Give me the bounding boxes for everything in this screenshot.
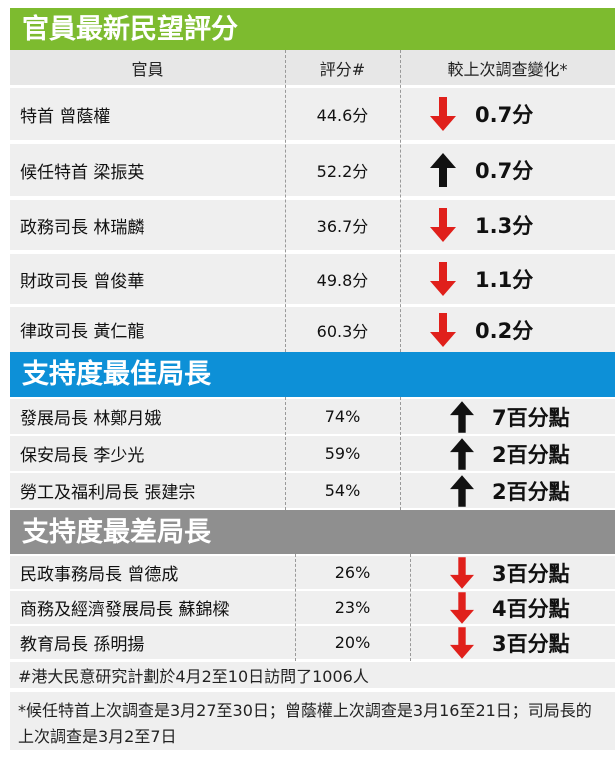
header-official: 官員 bbox=[131, 59, 164, 79]
column-divider bbox=[400, 50, 401, 352]
score-value: 20% bbox=[334, 633, 371, 652]
table-row: 候任特首 梁振英 52.2分 0.7分 bbox=[10, 144, 615, 196]
change-value: 2百分點 bbox=[492, 442, 570, 467]
score-value: 54% bbox=[324, 481, 361, 500]
section-title-text: 官員最新民望評分 bbox=[22, 13, 238, 45]
arrow-down-icon bbox=[450, 591, 474, 624]
header-score: 評分# bbox=[319, 59, 366, 79]
change-value: 7百分點 bbox=[492, 405, 570, 430]
change-value: 3百分點 bbox=[492, 631, 570, 656]
column-divider bbox=[285, 397, 286, 510]
table-row: 民政事務局長 曾德成 26% 3百分點 bbox=[10, 556, 615, 589]
section-title-text: 支持度最差局長 bbox=[22, 516, 211, 548]
score-value: 60.3分 bbox=[316, 321, 369, 341]
official-name: 財政司長 曾俊華 bbox=[20, 271, 145, 292]
official-name: 政務司長 林瑞麟 bbox=[20, 217, 145, 238]
arrow-up-icon bbox=[430, 153, 456, 187]
official-name: 民政事務局長 曾德成 bbox=[20, 565, 179, 585]
change-value: 1.3分 bbox=[475, 214, 534, 238]
table-row: 財政司長 曾俊華 49.8分 1.1分 bbox=[10, 254, 615, 304]
section-title-text: 支持度最佳局長 bbox=[22, 359, 211, 390]
score-value: 36.7分 bbox=[316, 217, 369, 236]
arrow-down-icon bbox=[450, 556, 474, 589]
change-value: 0.7分 bbox=[475, 103, 534, 127]
column-divider bbox=[410, 554, 411, 661]
official-name: 律政司長 黃仁龍 bbox=[20, 322, 145, 342]
table-row: 特首 曾蔭權 44.6分 0.7分 bbox=[10, 88, 615, 140]
official-name: 勞工及福利局長 張建宗 bbox=[20, 483, 196, 503]
column-divider bbox=[295, 554, 296, 661]
table-row: 發展局長 林鄭月娥 74% 7百分點 bbox=[10, 399, 615, 434]
table-row: 商務及經濟發展局長 蘇錦樑 23% 4百分點 bbox=[10, 591, 615, 624]
score-value: 23% bbox=[334, 598, 371, 617]
official-name: 商務及經濟發展局長 蘇錦樑 bbox=[20, 600, 230, 620]
table-row: 政務司長 林瑞麟 36.7分 1.3分 bbox=[10, 200, 615, 250]
table-row: 保安局長 李少光 59% 2百分點 bbox=[10, 436, 615, 471]
header-change: 較上次調查變化* bbox=[447, 59, 568, 79]
footnote-dates: *候任特首上次調查是3月27至30日；曾蔭權上次調查是3月16至21日；司局長的… bbox=[10, 692, 615, 750]
arrow-up-icon bbox=[450, 474, 474, 507]
official-name: 特首 曾蔭權 bbox=[20, 106, 111, 127]
section-title-worst: 支持度最差局長 bbox=[10, 510, 615, 554]
table-row: 勞工及福利局長 張建宗 54% 2百分點 bbox=[10, 473, 615, 508]
official-name: 發展局長 林鄭月娥 bbox=[20, 409, 162, 429]
arrow-down-icon bbox=[430, 262, 456, 296]
column-divider bbox=[285, 50, 286, 352]
arrow-down-icon bbox=[430, 208, 456, 242]
score-value: 44.6分 bbox=[316, 106, 369, 125]
official-name: 保安局長 李少光 bbox=[20, 446, 145, 466]
change-value: 1.1分 bbox=[475, 268, 534, 292]
arrow-down-icon bbox=[430, 97, 456, 131]
score-value: 74% bbox=[324, 407, 361, 426]
change-value: 0.2分 bbox=[475, 318, 534, 343]
arrow-up-icon bbox=[450, 437, 474, 470]
score-value: 26% bbox=[334, 563, 371, 582]
change-value: 0.7分 bbox=[475, 159, 534, 183]
section-title-best: 支持度最佳局長 bbox=[10, 352, 615, 397]
score-value: 59% bbox=[324, 444, 361, 463]
section-title-officials: 官員最新民望評分 bbox=[10, 8, 615, 50]
official-name: 候任特首 梁振英 bbox=[20, 162, 145, 183]
table-row: 律政司長 黃仁龍 60.3分 0.2分 bbox=[10, 307, 615, 352]
arrow-down-icon bbox=[430, 312, 456, 347]
table-header: 官員 評分# 較上次調查變化* bbox=[10, 50, 615, 85]
change-value: 4百分點 bbox=[492, 596, 570, 621]
footnote-sample: #港大民意研究計劃於4月2至10日訪問了1006人 bbox=[10, 662, 615, 688]
arrow-down-icon bbox=[450, 626, 474, 659]
score-value: 49.8分 bbox=[316, 271, 369, 290]
table-row: 教育局長 孫明揚 20% 3百分點 bbox=[10, 626, 615, 659]
official-name: 教育局長 孫明揚 bbox=[20, 635, 145, 655]
score-value: 52.2分 bbox=[316, 162, 369, 181]
change-value: 2百分點 bbox=[492, 479, 570, 504]
column-divider bbox=[400, 397, 401, 510]
arrow-up-icon bbox=[450, 400, 474, 433]
change-value: 3百分點 bbox=[492, 561, 570, 586]
